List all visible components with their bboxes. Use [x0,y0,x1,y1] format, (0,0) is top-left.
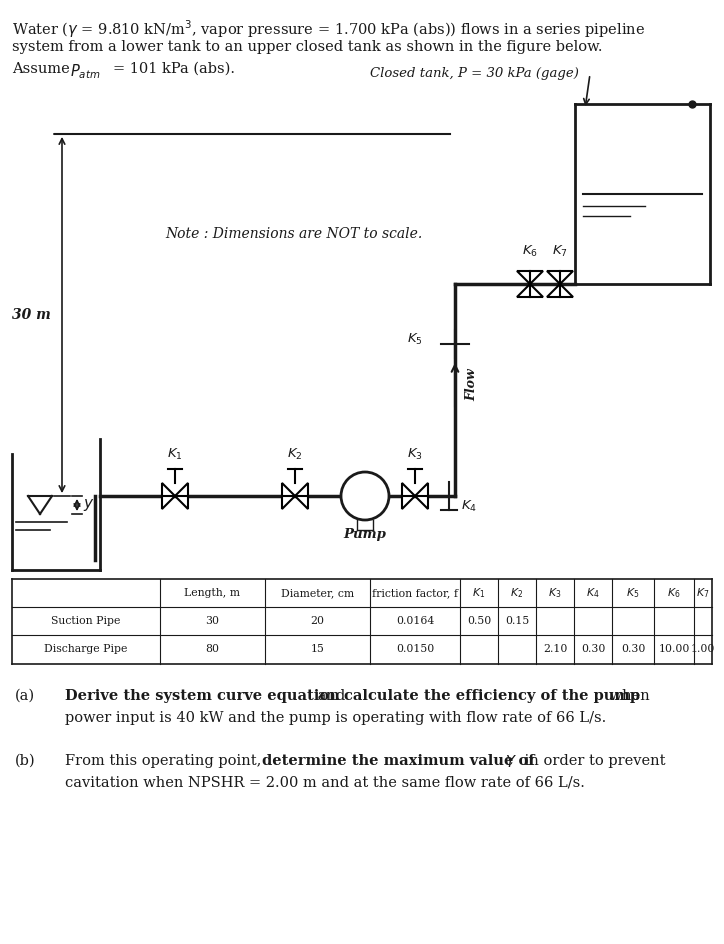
Text: $K_6$: $K_6$ [668,586,681,599]
Text: and: and [313,689,350,703]
Text: 0.50: 0.50 [467,616,491,626]
Circle shape [341,472,389,520]
Text: in order to prevent: in order to prevent [520,754,665,768]
Text: determine the maximum value of: determine the maximum value of [262,754,540,768]
Text: $\mathit{Y}$: $\mathit{Y}$ [505,754,517,770]
Text: 15: 15 [311,645,324,654]
Text: $K_6$: $K_6$ [522,244,538,259]
Text: Closed tank, P = 30 kPa (gage): Closed tank, P = 30 kPa (gage) [370,68,579,80]
Text: $K_7$: $K_7$ [552,244,568,259]
Polygon shape [547,271,573,284]
Text: $\mathbf{\mathit{P}}_{\mathbf{\mathit{atm}}}$: $\mathbf{\mathit{P}}_{\mathbf{\mathit{at… [70,62,101,80]
Text: 30: 30 [206,616,219,626]
Text: calculate the efficiency of the pump: calculate the efficiency of the pump [344,689,640,703]
Text: $K_3$: $K_3$ [407,447,423,462]
Text: $K_2$: $K_2$ [287,447,303,462]
Text: 10.00: 10.00 [658,645,690,654]
Text: 2.10: 2.10 [543,645,567,654]
Text: Pump: Pump [344,528,387,541]
Text: 1.00: 1.00 [691,645,715,654]
Text: 80: 80 [206,645,219,654]
Text: $K_4$: $K_4$ [586,586,599,599]
Text: $K_3$: $K_3$ [548,586,562,599]
Text: $K_1$: $K_1$ [167,447,183,462]
Text: $K_7$: $K_7$ [696,586,710,599]
Polygon shape [162,483,175,509]
Text: Diameter, cm: Diameter, cm [281,588,354,598]
Text: 0.15: 0.15 [505,616,529,626]
Text: power input is 40 kW and the pump is operating with flow rate of 66 L/s.: power input is 40 kW and the pump is ope… [65,711,606,725]
Text: Flow: Flow [465,368,478,401]
Text: $y$: $y$ [83,497,95,513]
Text: Suction Pipe: Suction Pipe [51,616,121,626]
Polygon shape [282,483,295,509]
Text: system from a lower tank to an upper closed tank as shown in the figure below.: system from a lower tank to an upper clo… [12,40,602,54]
Text: (a): (a) [15,689,35,703]
Text: 0.0164: 0.0164 [396,616,434,626]
Text: when: when [605,689,649,703]
Text: $K_1$: $K_1$ [472,586,486,599]
Text: Assume: Assume [12,62,75,76]
Polygon shape [517,271,543,284]
Text: Derive the system curve equation: Derive the system curve equation [65,689,340,703]
Text: (b): (b) [15,754,35,768]
Text: From this operating point,: From this operating point, [65,754,266,768]
Text: $K_5$: $K_5$ [407,331,423,346]
Polygon shape [175,483,188,509]
Text: 0.0150: 0.0150 [396,645,434,654]
Text: 0.30: 0.30 [581,645,605,654]
Text: 30 m: 30 m [12,308,51,322]
Text: 20: 20 [311,616,324,626]
Text: Note : Dimensions are NOT to scale.: Note : Dimensions are NOT to scale. [165,227,422,241]
Text: Discharge Pipe: Discharge Pipe [44,645,127,654]
Text: $K_2$: $K_2$ [510,586,523,599]
Polygon shape [547,284,573,297]
Text: 0.30: 0.30 [620,645,645,654]
Polygon shape [517,284,543,297]
Polygon shape [402,483,415,509]
Text: $K_5$: $K_5$ [626,586,640,599]
Text: $K_4$: $K_4$ [461,498,477,514]
Polygon shape [415,483,428,509]
Text: cavitation when NPSHR = 2.00 m and at the same flow rate of 66 L/s.: cavitation when NPSHR = 2.00 m and at th… [65,776,585,790]
Text: = 101 kPa (abs).: = 101 kPa (abs). [113,62,235,76]
Text: Length, m: Length, m [185,588,240,598]
Polygon shape [295,483,308,509]
Text: friction factor, f: friction factor, f [372,588,458,598]
Text: Water ($\gamma$ = 9.810 kN/m$^3$, vapor pressure = 1.700 kPa (abs)) flows in a s: Water ($\gamma$ = 9.810 kN/m$^3$, vapor … [12,18,645,40]
